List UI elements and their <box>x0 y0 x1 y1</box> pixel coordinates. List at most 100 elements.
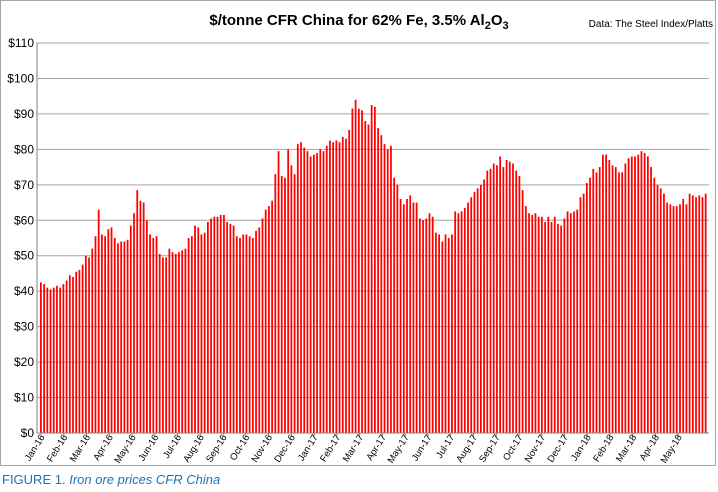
price-bar <box>129 225 132 433</box>
price-bar <box>496 165 498 433</box>
price-bar <box>187 238 190 433</box>
price-bar <box>531 214 534 433</box>
price-bar <box>370 105 373 434</box>
price-bar <box>428 213 431 433</box>
price-bar <box>518 175 521 433</box>
price-bar <box>412 202 415 433</box>
price-bar <box>663 193 665 433</box>
price-bar <box>621 172 624 433</box>
price-bar <box>534 213 537 433</box>
price-bar <box>409 195 412 433</box>
price-bar <box>255 230 257 433</box>
price-bar <box>486 170 489 433</box>
price-bar <box>483 179 485 433</box>
price-bar <box>566 211 569 433</box>
price-bar <box>688 193 691 433</box>
price-bar <box>303 147 306 433</box>
price-bar <box>316 152 318 433</box>
price-bar <box>223 214 225 433</box>
price-bar <box>393 177 396 433</box>
price-bar <box>582 193 585 433</box>
price-bar <box>675 206 678 433</box>
y-tick-label: $30 <box>14 320 34 334</box>
price-bar <box>467 202 469 433</box>
price-bar <box>219 214 222 433</box>
price-bar <box>524 206 527 433</box>
x-tick-label: Jul-17 <box>434 433 457 461</box>
price-bar <box>203 232 206 433</box>
price-bar <box>162 257 164 433</box>
price-bar <box>145 220 148 433</box>
price-bar <box>319 149 322 434</box>
price-bar <box>364 121 367 433</box>
price-bar <box>541 216 543 433</box>
price-bar <box>367 124 370 434</box>
price-bar <box>573 211 575 433</box>
price-bar <box>685 204 688 433</box>
x-tick-label: Nov-17 <box>523 433 549 465</box>
price-bar <box>300 142 302 433</box>
price-bar <box>290 165 293 433</box>
x-tick-label: Sep-17 <box>477 433 503 465</box>
price-bar <box>528 213 530 433</box>
grid-lines <box>37 42 709 399</box>
chart-frame: $/tonne CFR China for 62% Fe, 3.5% Al2O3… <box>0 0 716 466</box>
y-tick-label: $0 <box>21 426 35 440</box>
price-bar <box>65 280 68 433</box>
price-bar <box>322 151 325 433</box>
x-tick-label: Feb-17 <box>318 433 343 464</box>
price-bar <box>213 216 216 433</box>
price-bar <box>592 168 595 434</box>
price-bar <box>614 167 617 433</box>
price-bar <box>431 216 434 433</box>
price-bar <box>52 287 55 433</box>
price-bar <box>399 199 402 433</box>
chart: $/tonne CFR China for 62% Fe, 3.5% Al2O3… <box>7 12 713 466</box>
price-bar <box>608 160 611 433</box>
price-bar <box>557 223 559 433</box>
price-bar <box>422 220 424 433</box>
price-bar <box>695 197 697 433</box>
price-bar <box>669 204 672 433</box>
price-bar <box>544 222 546 433</box>
price-bar <box>463 207 466 433</box>
y-tick-label: $100 <box>7 71 34 85</box>
y-tick-label: $90 <box>14 107 34 121</box>
chart-title: $/tonne CFR China for 62% Fe, 3.5% Al2O3 <box>209 12 508 32</box>
price-bar <box>656 184 659 433</box>
price-bar <box>515 170 518 433</box>
price-bar <box>306 151 309 433</box>
price-bar <box>345 138 347 434</box>
price-bar <box>576 209 579 433</box>
price-bar <box>701 197 704 433</box>
price-bar <box>624 163 627 434</box>
price-bar <box>611 165 614 433</box>
price-bar <box>190 236 193 433</box>
price-bar <box>56 285 58 433</box>
price-bar <box>338 142 341 433</box>
price-bar <box>374 106 376 433</box>
x-tick-label: Feb-16 <box>45 433 70 464</box>
price-bar <box>383 144 386 434</box>
price-bar <box>605 154 607 433</box>
price-bar <box>377 128 379 433</box>
price-bar <box>49 289 52 433</box>
price-bar <box>152 238 155 433</box>
price-bar <box>438 234 440 433</box>
price-bar <box>630 156 633 433</box>
x-tick-label: Jun-16 <box>137 433 162 463</box>
price-bar <box>335 140 338 433</box>
chart-source: Data: The Steel Index/Platts <box>589 19 713 30</box>
price-bar <box>396 184 399 433</box>
price-bar <box>332 142 335 433</box>
price-bar <box>476 188 479 433</box>
price-bar <box>418 218 421 433</box>
price-bar <box>194 225 196 433</box>
price-bar <box>679 204 681 433</box>
x-tick-label: Jun-17 <box>410 433 435 463</box>
x-tick-label: Mar-16 <box>68 433 93 464</box>
price-bar <box>248 236 251 433</box>
price-bar <box>271 200 273 433</box>
price-bar <box>653 177 656 433</box>
